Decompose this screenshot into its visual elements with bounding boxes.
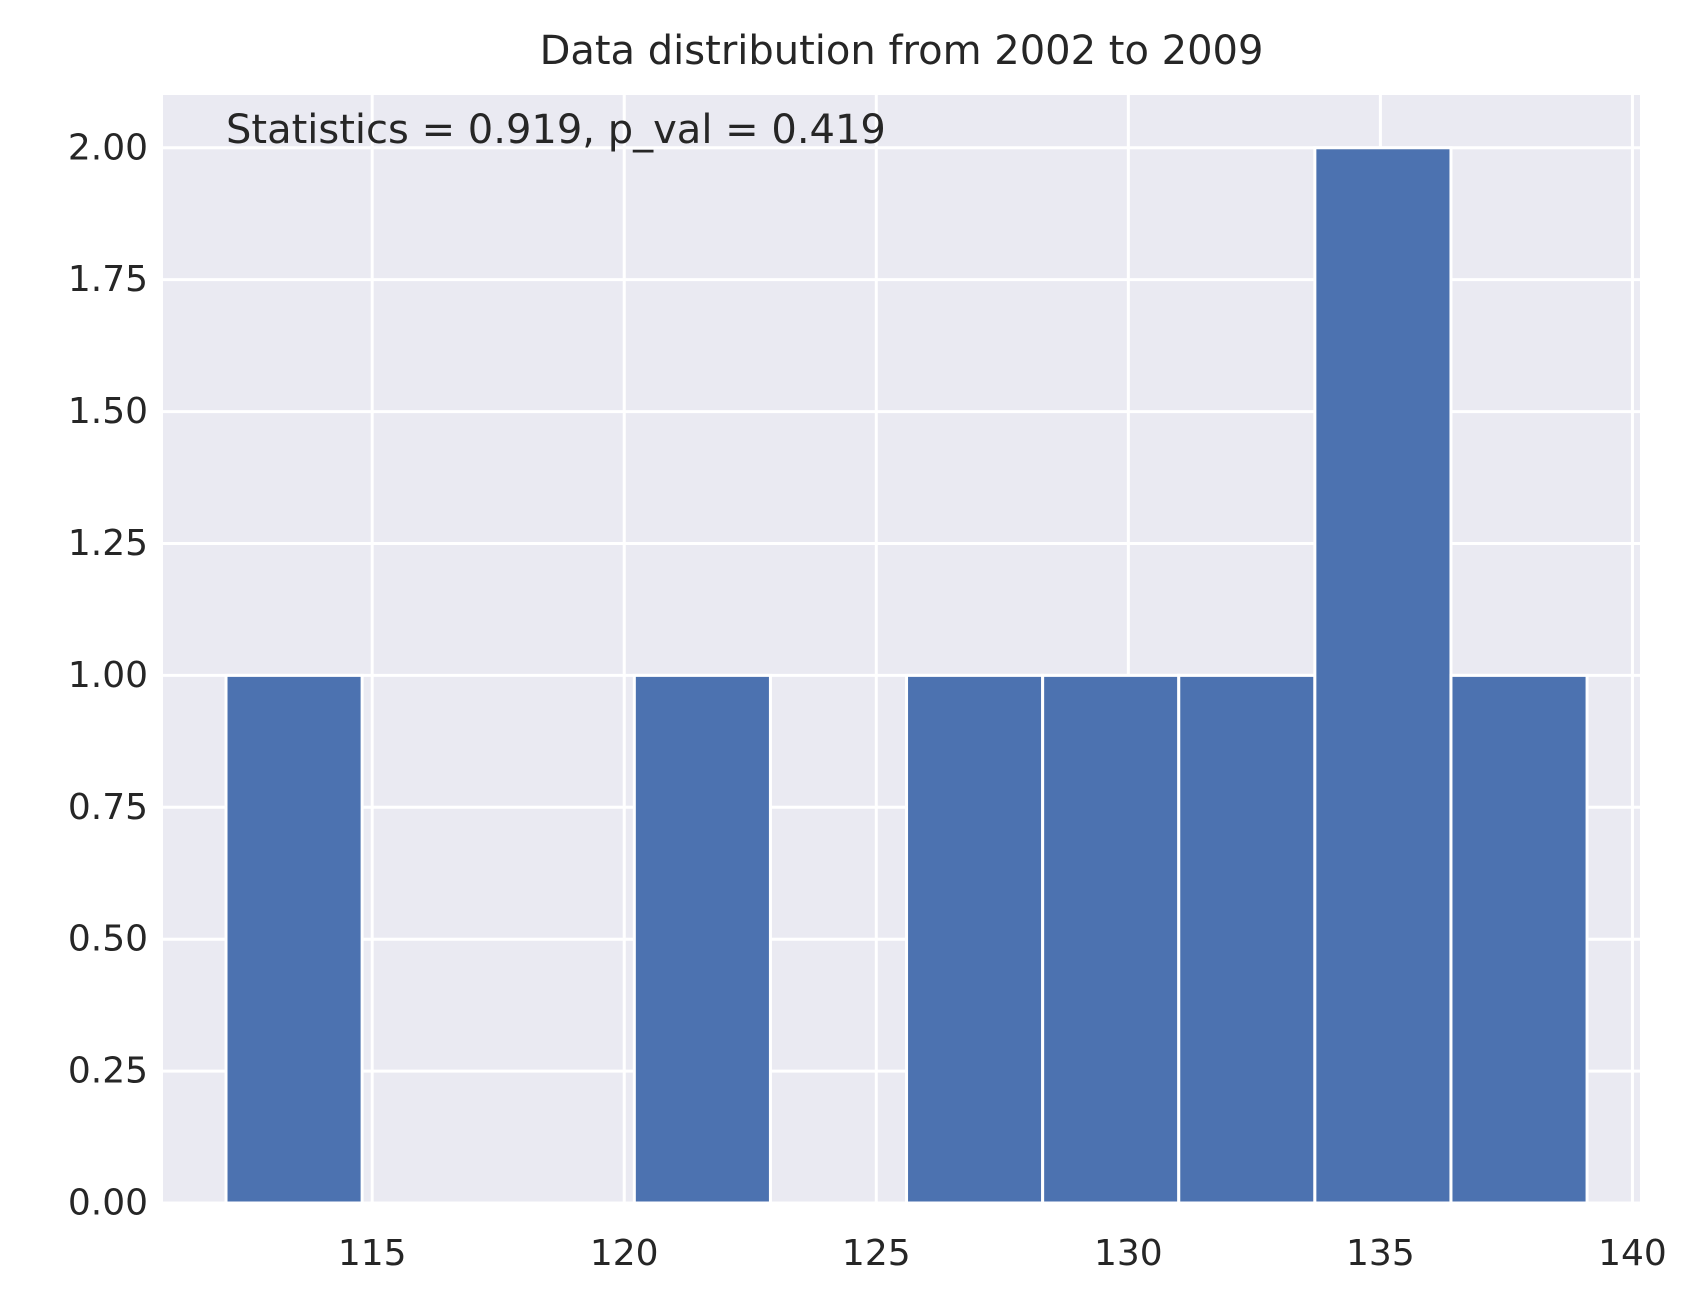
- y-tick-label: 0.00: [68, 1183, 148, 1224]
- y-tick-label: 1.50: [68, 391, 148, 432]
- x-tick-label: 125: [842, 1233, 911, 1274]
- y-tick-label: 1.00: [68, 655, 148, 696]
- y-tick-label: 0.75: [68, 787, 148, 828]
- x-tick-label: 120: [590, 1233, 659, 1274]
- histogram-bar: [1177, 673, 1317, 1205]
- histogram-bar: [1041, 673, 1181, 1205]
- y-tick-label: 0.50: [68, 919, 148, 960]
- histogram-bar: [1313, 146, 1453, 1205]
- chart-title: Data distribution from 2002 to 2009: [540, 28, 1264, 74]
- histogram-bar: [632, 673, 772, 1205]
- x-tick-label: 115: [338, 1233, 407, 1274]
- histogram-bar: [905, 673, 1045, 1205]
- statistics-annotation: Statistics = 0.919, p_val = 0.419: [226, 107, 886, 153]
- histogram-bar: [224, 673, 364, 1205]
- y-axis-ticks: 0.00 0.25 0.50 0.75 1.00 1.25 1.50 1.75 2.00: [68, 127, 148, 1223]
- y-tick-label: 2.00: [68, 127, 148, 168]
- x-tick-label: 140: [1598, 1233, 1667, 1274]
- y-tick-label: 1.75: [68, 259, 148, 300]
- x-tick-label: 135: [1346, 1233, 1415, 1274]
- y-tick-label: 1.25: [68, 523, 148, 564]
- x-axis-ticks: 115 120 125 130 135 140: [338, 1233, 1667, 1274]
- histogram-bar: [1449, 673, 1589, 1205]
- histogram-bars: [224, 146, 1589, 1205]
- x-tick-label: 130: [1094, 1233, 1163, 1274]
- y-tick-label: 0.25: [68, 1051, 148, 1092]
